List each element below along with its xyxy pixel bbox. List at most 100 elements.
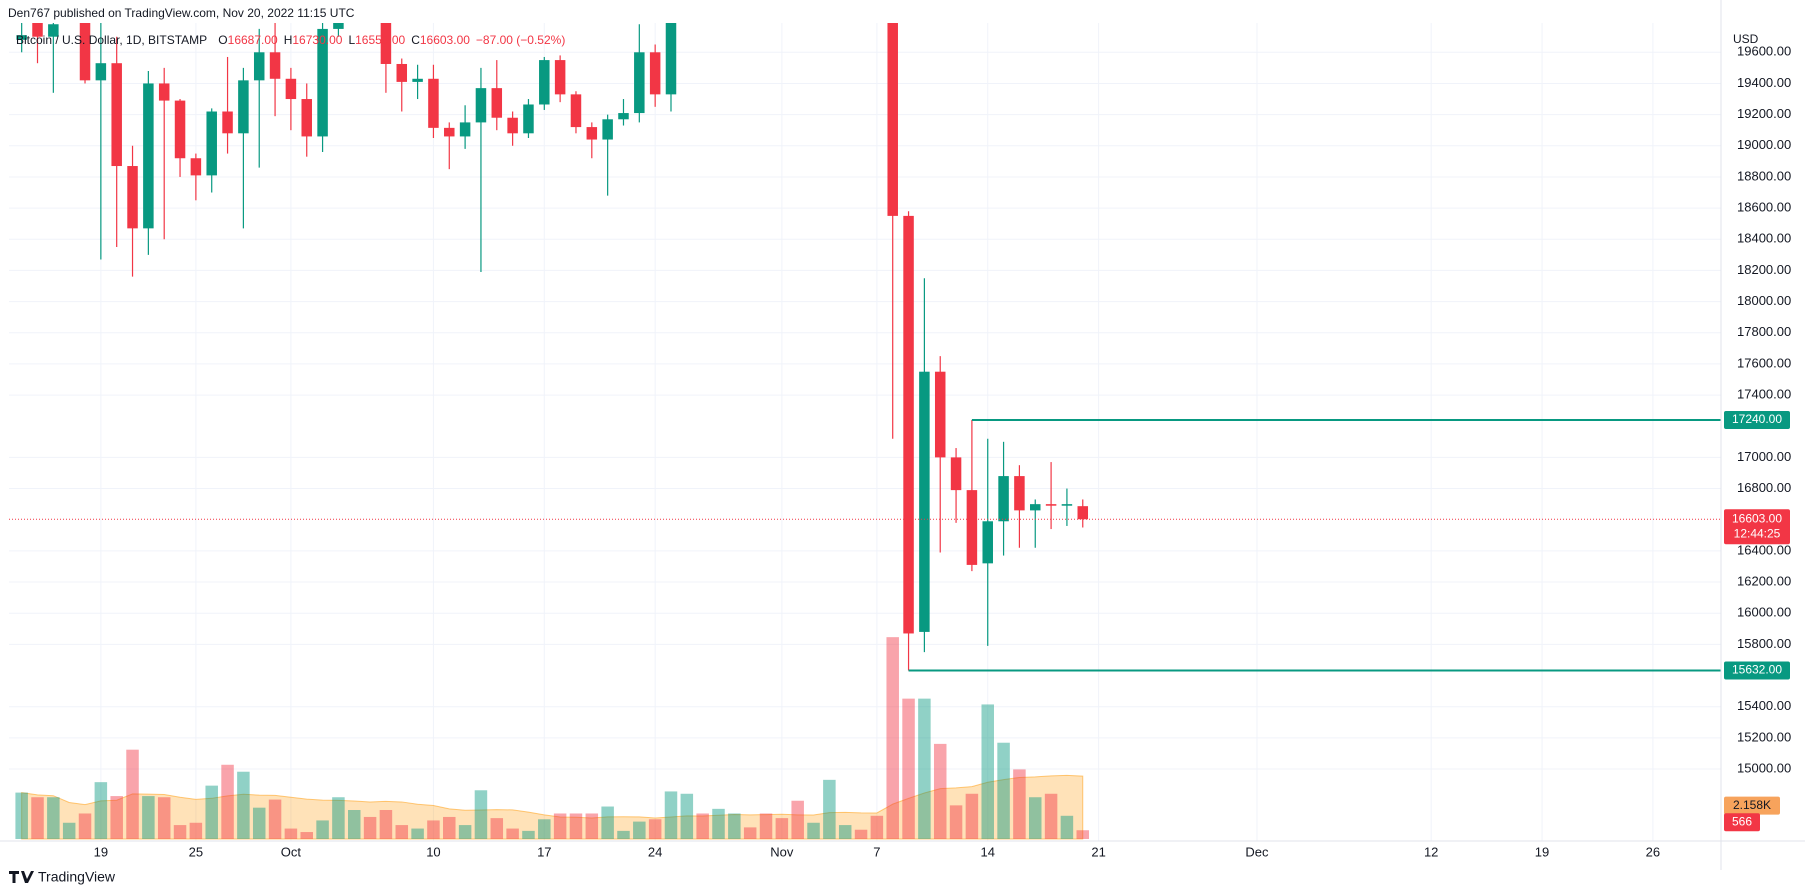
volume-bar	[1013, 769, 1026, 839]
volume-bar	[902, 698, 915, 839]
y-tick-label: 18600.00	[1737, 200, 1791, 215]
volume-bar	[601, 806, 614, 839]
candle-body	[206, 111, 217, 176]
volume-bar	[443, 816, 456, 839]
volume-bar	[31, 797, 44, 839]
axes: 15000.00 15200.00 15400.00 15800.00 16000.00…	[94, 44, 1792, 860]
x-tick-label: 14	[981, 844, 995, 859]
symbol-legend: Bitcoin / U.S. Dollar, 1D, BITSTAMP O166…	[16, 33, 565, 47]
y-tick-label: 17800.00	[1737, 324, 1791, 339]
volume-bar	[1044, 793, 1058, 839]
volume-bar	[126, 749, 139, 839]
candle-body	[649, 52, 661, 95]
volume-bar	[427, 820, 440, 839]
candle-layer	[16, 23, 1089, 671]
y-tick-label: 16800.00	[1737, 480, 1791, 495]
candle-body	[158, 83, 170, 101]
candle-body	[285, 78, 297, 100]
countdown-label: 12:44:25	[1734, 526, 1781, 540]
candle-body	[982, 521, 993, 564]
candle-body	[396, 63, 408, 82]
volume-bar	[633, 821, 646, 839]
x-tick-label: 17	[537, 844, 551, 859]
candle-body	[333, 23, 344, 29]
volume-bar	[62, 822, 76, 839]
grid	[9, 23, 1721, 841]
candle-body	[475, 88, 487, 123]
volume-bar	[284, 828, 298, 839]
volume-bar	[696, 813, 709, 839]
candle-body	[111, 63, 122, 167]
y-tick-label: 15000.00	[1737, 760, 1791, 775]
x-tick-label: Oct	[281, 844, 302, 859]
candle-body	[1029, 504, 1041, 511]
volume-bar	[585, 813, 599, 839]
candle-body	[1014, 476, 1025, 511]
candle-body	[127, 166, 138, 229]
volume-bar	[110, 796, 123, 839]
x-tick-label: Nov	[770, 844, 794, 859]
volume-bar	[237, 771, 250, 839]
volume-bar	[363, 816, 377, 839]
volume-bar	[221, 764, 234, 839]
y-tick-label: 19400.00	[1737, 75, 1791, 90]
level-label: 17240.00	[1732, 412, 1782, 426]
brand-logo: TradingView	[9, 869, 116, 885]
volume-bar	[252, 807, 266, 839]
volume-bar	[411, 828, 424, 839]
volume-bar	[838, 825, 852, 839]
candle-body	[174, 100, 186, 159]
candle-body	[998, 476, 1009, 522]
currency: USD	[1733, 32, 1759, 46]
level-badge	[1724, 661, 1790, 680]
y-tick-label: 18200.00	[1737, 262, 1791, 277]
volume-ma-label: 2.158K	[1733, 798, 1771, 812]
candle-body	[16, 35, 27, 40]
volume-layer	[15, 637, 1090, 840]
legend-key: O	[218, 33, 227, 47]
candle-body	[301, 99, 312, 137]
volume-bar	[1060, 815, 1074, 839]
volume-bar	[47, 797, 60, 839]
x-tick-label: 24	[648, 844, 662, 859]
y-tick-label: 19200.00	[1737, 106, 1791, 121]
x-tick-label: 21	[1091, 844, 1105, 859]
legend-value: 16550.00	[355, 33, 405, 47]
volume-bar	[474, 790, 488, 839]
volume-bar	[458, 825, 472, 839]
x-tick-label: 25	[189, 844, 203, 859]
y-tick-label: 19000.00	[1737, 137, 1791, 152]
last-price-badge	[1724, 509, 1790, 545]
volume-bar	[15, 792, 28, 839]
volume-bar	[538, 819, 551, 839]
volume-bar	[395, 825, 409, 839]
y-tick-label: 19600.00	[1737, 44, 1791, 59]
volume-bar	[664, 791, 678, 839]
volume-bar	[997, 742, 1010, 839]
volume-bar	[807, 822, 820, 839]
legend-value: 16687.00	[228, 33, 278, 47]
candle-body	[459, 122, 471, 137]
candle-body	[253, 52, 265, 81]
legend-key: H	[284, 33, 293, 47]
y-tick-label: 18400.00	[1737, 231, 1791, 246]
volume-bar	[522, 830, 535, 839]
level-badge	[1724, 411, 1790, 430]
y-tick-label: 15800.00	[1737, 636, 1791, 651]
x-tick-label: 26	[1646, 844, 1660, 859]
candle-body	[887, 23, 898, 216]
volume-bar	[173, 825, 187, 839]
x-tick-label: 19	[94, 844, 108, 859]
candle-body	[491, 88, 503, 118]
candle-body	[412, 78, 423, 82]
legend-value: 16603.00	[420, 33, 470, 47]
volume-bar	[348, 810, 361, 839]
symbol: Bitcoin / U.S. Dollar, 1D, BITSTAMP	[16, 33, 207, 47]
volume-bar	[617, 830, 630, 839]
volume-bar	[1028, 797, 1042, 839]
last-price-label: 16603.00	[1732, 511, 1782, 525]
candle-body	[317, 28, 328, 137]
candle-body	[950, 457, 962, 491]
legend-value: 16730.00	[292, 33, 342, 47]
candle-body	[143, 83, 154, 229]
